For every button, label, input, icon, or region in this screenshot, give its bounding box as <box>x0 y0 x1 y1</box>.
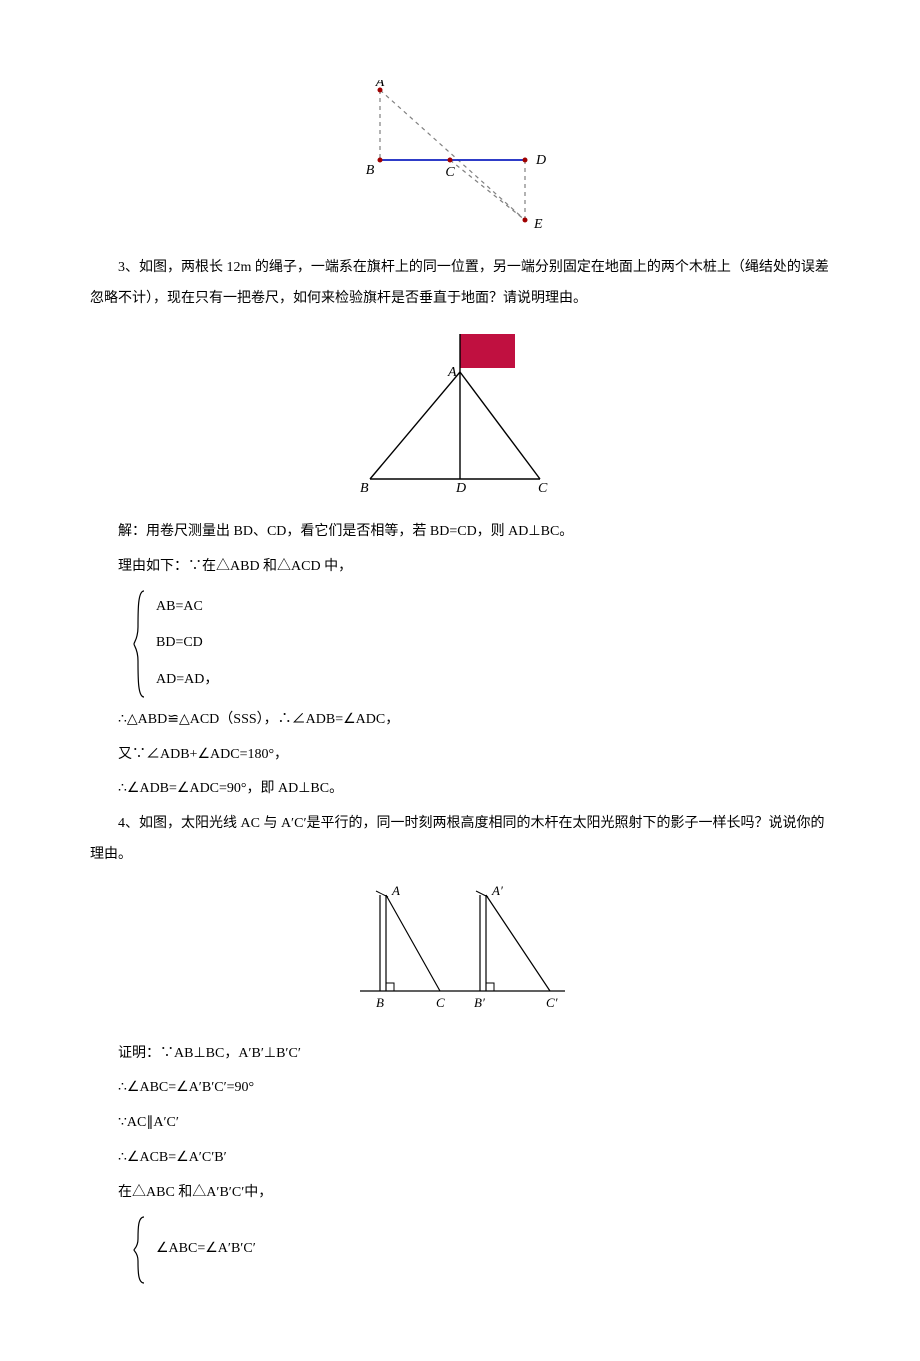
svg-text:A: A <box>391 883 400 898</box>
svg-text:B: B <box>376 995 384 1010</box>
svg-text:B: B <box>360 481 369 494</box>
sol4-line3: ∵AC∥A′C′ <box>90 1108 830 1139</box>
sol4-brace-1: ∠ABC=∠A′B′C′ <box>156 1234 256 1265</box>
svg-text:C: C <box>445 165 455 180</box>
svg-text:C′: C′ <box>546 995 558 1010</box>
figure-2: A B D C <box>90 324 830 507</box>
sol3-line1: 解：用卷尺测量出 BD、CD，看它们是否相等，若 BD=CD，则 AD⊥BC。 <box>90 517 830 548</box>
sol3-line2: 理由如下：∵在△ABD 和△ACD 中， <box>90 552 830 583</box>
sol3-brace-1: AB=AC <box>156 592 218 623</box>
sol3-line4: 又∵∠ADB+∠ADC=180°， <box>90 740 830 771</box>
figure-1-svg: A B C D E <box>350 80 570 230</box>
sol4-line5: 在△ABC 和△A′B′C′中， <box>90 1178 830 1209</box>
svg-text:C: C <box>538 481 548 494</box>
svg-text:D: D <box>455 481 466 494</box>
sol3-brace-block: AB=AC BD=CD AD=AD， <box>132 589 830 699</box>
sol3-brace-2: BD=CD <box>156 628 218 659</box>
svg-text:D: D <box>535 153 546 168</box>
brace-icon <box>132 589 148 699</box>
svg-text:B′: B′ <box>474 995 485 1010</box>
sol4-line1: 证明：∵AB⊥BC，A′B′⊥B′C′ <box>90 1039 830 1070</box>
sol4-line4: ∴∠ACB=∠A′C′B′ <box>90 1143 830 1174</box>
sol3-line3: ∴△ABD≌△ACD（SSS），∴∠ADB=∠ADC， <box>90 705 830 736</box>
problem-4-text: 4、如图，太阳光线 AC 与 A′C′是平行的，同一时刻两根高度相同的木杆在太阳… <box>90 809 830 871</box>
figure-3: A A′ B C B′ C′ <box>90 881 830 1029</box>
svg-text:E: E <box>533 217 543 230</box>
sol3-line5: ∴∠ADB=∠ADC=90°，即 AD⊥BC。 <box>90 774 830 805</box>
brace-icon <box>132 1215 148 1285</box>
sol3-brace-3: AD=AD， <box>156 665 218 696</box>
sol4-line2: ∴∠ABC=∠A′B′C′=90° <box>90 1073 830 1104</box>
svg-text:A: A <box>447 365 457 380</box>
figure-1: A B C D E <box>90 80 830 243</box>
svg-text:B: B <box>366 163 375 178</box>
svg-text:A′: A′ <box>491 883 503 898</box>
figure-3-svg: A A′ B C B′ C′ <box>340 881 580 1016</box>
sol4-brace-block: ∠ABC=∠A′B′C′ <box>132 1215 830 1285</box>
figure-2-svg: A B D C <box>330 324 590 494</box>
svg-text:C: C <box>436 995 445 1010</box>
svg-text:A: A <box>375 80 385 90</box>
problem-3-text: 3、如图，两根长 12m 的绳子，一端系在旗杆上的同一位置，另一端分别固定在地面… <box>90 253 830 315</box>
